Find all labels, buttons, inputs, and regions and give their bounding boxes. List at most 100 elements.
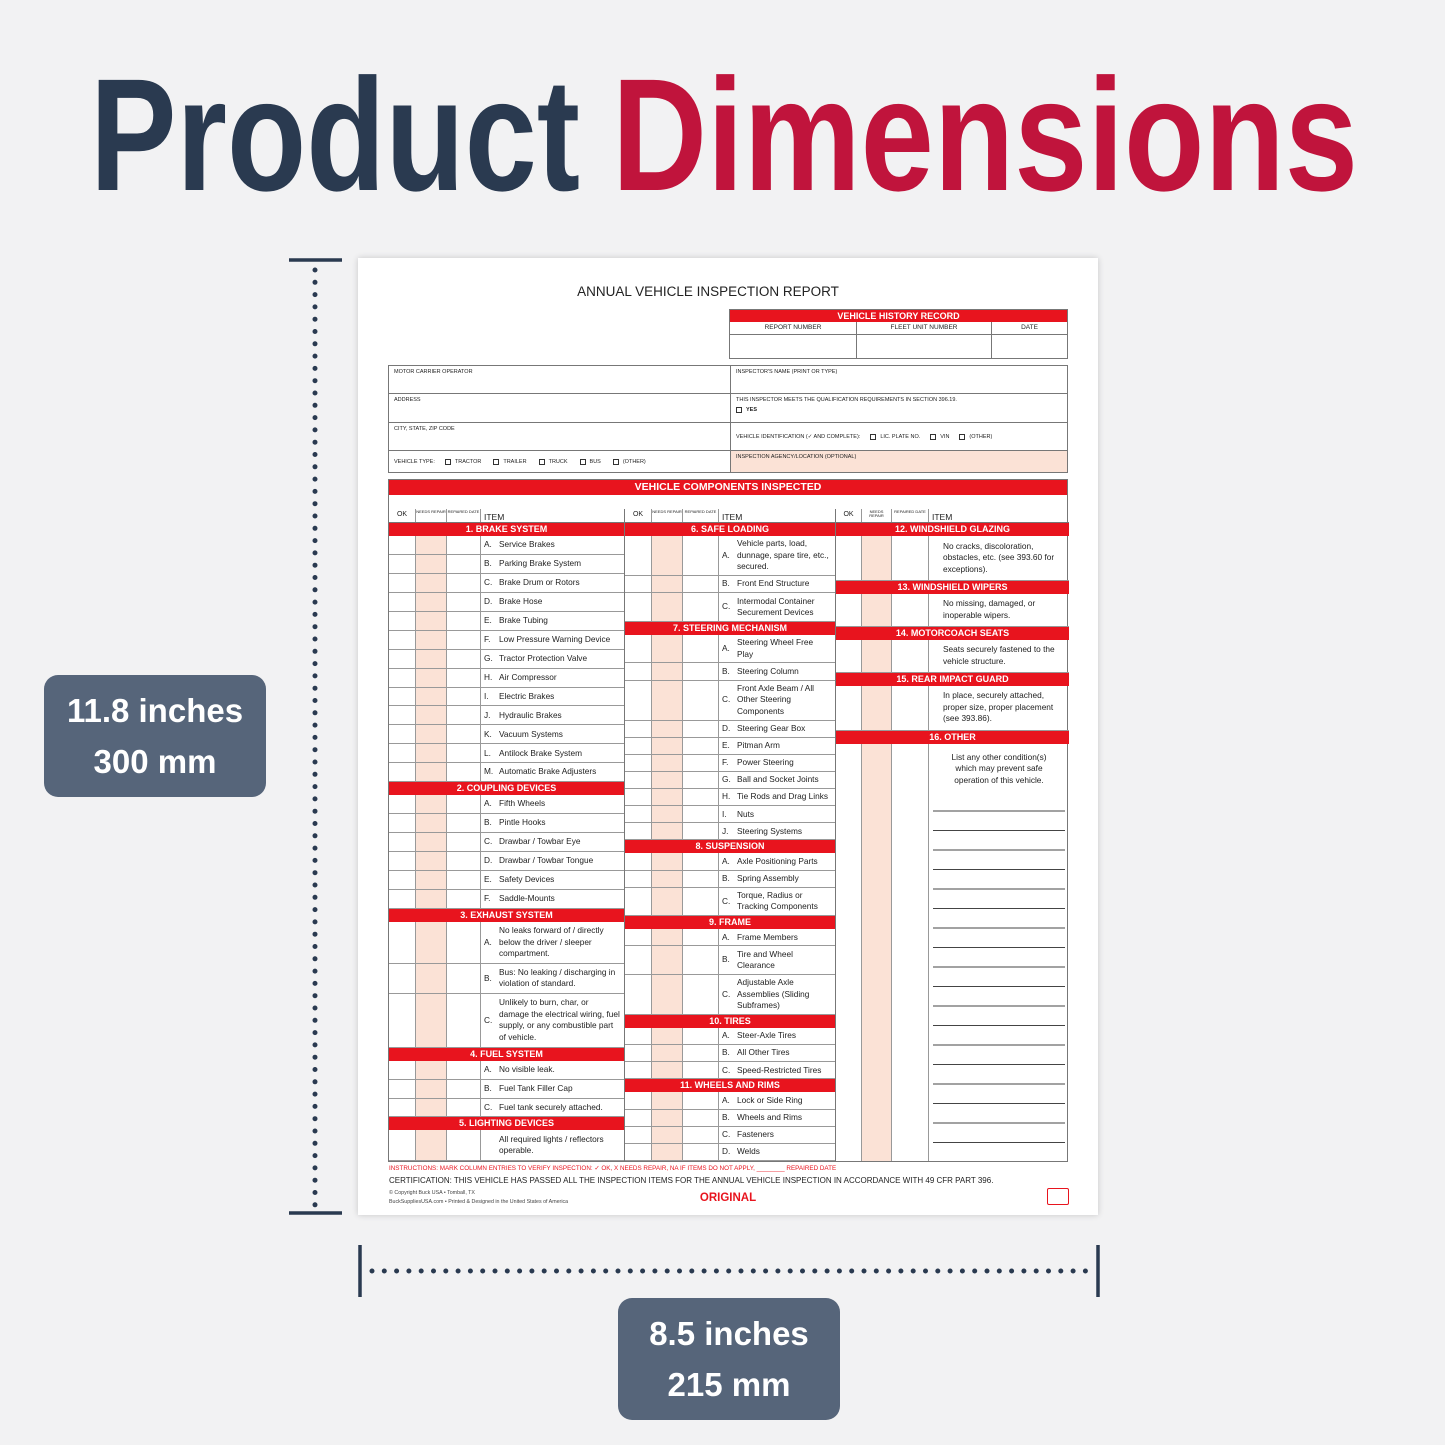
item-row: A. Vehicle parts, load, dunnage, spare ti…	[625, 536, 835, 577]
item-text: Steering Wheel Free Play	[737, 637, 814, 659]
item-cell: C. Fuel tank securely attached.	[481, 1099, 624, 1117]
ok-cell	[389, 687, 416, 706]
item-row: A. Service Brakes	[389, 536, 624, 555]
needs-repair-cell	[416, 630, 447, 649]
repaired-date-cell	[683, 754, 719, 771]
repaired-date-cell	[683, 789, 719, 806]
ok-cell	[625, 663, 652, 680]
item-text: Vehicle parts, load, dunnage, spare tire…	[737, 538, 829, 572]
item-text: Drawbar / Towbar Eye	[499, 836, 581, 847]
item-text: Steering Systems	[737, 825, 803, 836]
item-cell: J. Steering Systems	[719, 823, 835, 839]
history-column: REPORT NUMBER	[730, 322, 857, 334]
needs-repair-cell	[862, 685, 892, 730]
blank-cell	[992, 335, 1067, 359]
header-repaired-date: REPAIRED DATE	[892, 509, 929, 522]
item-text: Speed-Restricted Tires	[737, 1064, 822, 1075]
ok-cell	[625, 771, 652, 789]
item-letter: A.	[722, 1030, 730, 1041]
ok-cell	[625, 737, 652, 754]
item-row: B. Parking Brake System	[389, 554, 624, 574]
item-text: Fuel Tank Filler Cap	[499, 1082, 573, 1093]
ok-cell	[625, 576, 652, 593]
item-text: Saddle-Mounts	[499, 893, 555, 904]
repaired-date-cell	[683, 853, 719, 870]
item-cell: C. Brake Drum or Rotors	[481, 574, 624, 592]
item-letter: A.	[484, 798, 492, 809]
item-letter: B.	[722, 1111, 730, 1122]
item-row: K. Vacuum Systems	[389, 725, 624, 745]
checkbox-option: (OTHER)	[613, 459, 646, 465]
item-text: Fuel tank securely attached.	[499, 1101, 603, 1112]
ok-cell	[625, 823, 652, 840]
item-cell: E. Safety Devices	[481, 871, 624, 889]
item-letter: A.	[722, 642, 730, 653]
ok-cell	[836, 593, 862, 626]
ok-cell	[625, 1143, 652, 1160]
item-text: Air Compressor	[499, 671, 557, 682]
ok-cell	[625, 853, 652, 870]
height-imperial: 11.8 inches	[66, 692, 244, 729]
needs-repair-cell	[862, 536, 892, 580]
item-cell: C. Speed-Restricted Tires	[719, 1062, 835, 1078]
item-letter: B.	[484, 972, 492, 983]
item-cell: B. Front End Structure	[719, 576, 835, 592]
item-row: B. All Other Tires	[625, 1045, 835, 1063]
item-row: C. Brake Drum or Rotors	[389, 573, 624, 593]
item-cell: I. Electric Brakes	[481, 688, 624, 706]
needs-repair-cell	[416, 536, 447, 554]
repaired-date-cell	[683, 634, 719, 663]
checkbox-option: VIN	[930, 434, 949, 440]
item-row: L. Antilock Brake System	[389, 744, 624, 764]
ok-cell	[625, 754, 652, 771]
item-text: Antilock Brake System	[499, 747, 582, 758]
repaired-date-cell	[683, 1092, 719, 1109]
ok-cell	[625, 536, 652, 576]
ok-cell	[625, 974, 652, 1015]
item-row: All required lights / reflectors operabl…	[389, 1130, 624, 1161]
field-label: THIS INSPECTOR MEETS THE QUALIFICATION R…	[736, 397, 957, 403]
item-cell: A. Fifth Wheels	[481, 795, 624, 813]
needs-repair-cell	[652, 853, 683, 870]
ok-cell	[389, 1098, 416, 1117]
fields-right: INSPECTOR'S NAME (PRINT OR TYPE) THIS INS…	[731, 366, 1067, 472]
needs-repair-cell	[416, 725, 447, 744]
header-needs-repair: NEEDS REPAIR	[416, 509, 447, 522]
width-label: 8.5 inches 215 mm	[618, 1298, 840, 1420]
item-cell: I. Nuts	[719, 806, 835, 822]
item-row: A. Steering Wheel Free Play	[625, 634, 835, 664]
ok-cell	[836, 639, 862, 672]
header-repaired-date: REPAIRED DATE	[683, 509, 719, 522]
item-cell: In place, securely attached, proper size…	[929, 686, 1069, 730]
item-text: Vacuum Systems	[499, 728, 563, 739]
ok-cell	[389, 852, 416, 870]
brand-logo	[1047, 1188, 1069, 1205]
field: MOTOR CARRIER OPERATOR	[389, 366, 730, 394]
repaired-date-cell	[683, 1062, 719, 1079]
ok-cell	[389, 668, 416, 687]
section-title: 4. FUEL SYSTEM	[389, 1047, 624, 1061]
section-title: 3. EXHAUST SYSTEM	[389, 908, 624, 922]
needs-repair-cell	[652, 634, 683, 663]
repaired-date-cell	[683, 929, 719, 946]
field: INSPECTOR'S NAME (PRINT OR TYPE)	[731, 366, 1067, 394]
item-letter: L.	[484, 747, 491, 758]
needs-repair-cell	[416, 833, 447, 851]
item-cell: B. Bus: No leaking / discharging in viola…	[481, 964, 624, 993]
ok-cell	[389, 592, 416, 611]
item-text: Intermodal Container Securement Devices	[737, 595, 815, 618]
item-row: C. Torque, Radius or Tracking Components	[625, 887, 835, 917]
needs-repair-cell	[416, 1098, 447, 1117]
history-columns: REPORT NUMBER FLEET UNIT NUMBER DATE	[730, 322, 1067, 335]
item-cell: A. Axle Positioning Parts	[719, 853, 835, 869]
item-text: Steer-Axle Tires	[737, 1030, 797, 1041]
ok-cell	[389, 725, 416, 744]
item-text: Fifth Wheels	[499, 798, 546, 809]
section-title: 7. STEERING MECHANISM	[625, 621, 835, 635]
section-title: 2. COUPLING DEVICES	[389, 782, 624, 796]
repaired-date-cell	[683, 663, 719, 680]
repaired-date-cell	[447, 592, 481, 611]
header-needs-repair: NEEDS REPAIR	[652, 509, 683, 522]
item-letter: A.	[484, 936, 492, 947]
item-text: Adjustable Axle Assemblies (Sliding Subf…	[737, 977, 810, 1011]
